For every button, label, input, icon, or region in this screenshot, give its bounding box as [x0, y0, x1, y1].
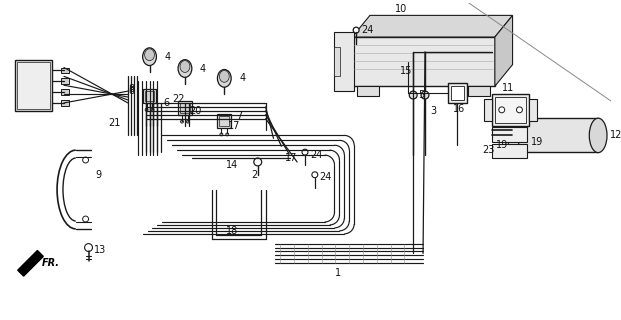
- Bar: [61, 68, 69, 73]
- Text: 16: 16: [453, 104, 465, 114]
- Circle shape: [151, 108, 154, 111]
- Bar: [448, 83, 468, 103]
- Bar: [143, 89, 156, 103]
- Bar: [505, 132, 515, 139]
- Circle shape: [186, 120, 189, 123]
- Circle shape: [220, 133, 223, 136]
- Circle shape: [502, 132, 510, 139]
- Text: 18: 18: [226, 226, 238, 236]
- Bar: [514, 118, 598, 152]
- Bar: [219, 116, 229, 125]
- Text: 15: 15: [401, 67, 413, 76]
- Bar: [495, 97, 527, 123]
- Bar: [145, 91, 155, 101]
- Bar: [492, 144, 527, 158]
- Circle shape: [499, 107, 505, 113]
- Ellipse shape: [507, 118, 519, 153]
- Ellipse shape: [589, 118, 607, 153]
- Ellipse shape: [178, 60, 192, 77]
- Circle shape: [226, 133, 229, 136]
- Bar: [217, 114, 231, 128]
- Circle shape: [83, 157, 89, 163]
- Text: 6: 6: [163, 98, 170, 108]
- Text: 2: 2: [251, 170, 257, 180]
- Text: 22: 22: [172, 94, 184, 104]
- Text: 21: 21: [108, 118, 120, 128]
- Text: 24: 24: [320, 172, 332, 182]
- Circle shape: [181, 120, 183, 123]
- Bar: [178, 101, 192, 115]
- Bar: [335, 32, 354, 91]
- Bar: [492, 94, 529, 125]
- Bar: [529, 99, 537, 121]
- Polygon shape: [18, 251, 43, 276]
- Circle shape: [145, 108, 148, 111]
- Text: 17: 17: [285, 153, 297, 163]
- Circle shape: [83, 216, 89, 222]
- Bar: [17, 62, 50, 109]
- Bar: [61, 78, 69, 84]
- Ellipse shape: [180, 60, 190, 72]
- Text: 14: 14: [226, 160, 238, 170]
- Text: 24: 24: [310, 150, 322, 160]
- Text: 3: 3: [430, 106, 436, 116]
- Text: 12: 12: [610, 131, 621, 140]
- Text: 24: 24: [361, 25, 373, 35]
- Polygon shape: [352, 15, 512, 37]
- Text: FR.: FR.: [42, 258, 60, 268]
- Text: 20: 20: [189, 106, 201, 116]
- Ellipse shape: [143, 48, 156, 66]
- Text: 4: 4: [239, 73, 245, 83]
- Text: 5: 5: [418, 90, 424, 100]
- Bar: [61, 100, 69, 106]
- Text: 10: 10: [396, 4, 407, 14]
- Text: 19: 19: [531, 137, 543, 147]
- Circle shape: [302, 149, 308, 155]
- Text: 23: 23: [482, 145, 494, 155]
- Bar: [180, 103, 190, 113]
- Text: 8: 8: [128, 86, 134, 96]
- Text: 4: 4: [200, 63, 206, 74]
- Bar: [468, 86, 490, 96]
- Text: 19: 19: [496, 140, 508, 150]
- Circle shape: [409, 91, 417, 99]
- Text: 9: 9: [96, 170, 102, 180]
- Bar: [451, 86, 465, 100]
- Text: 1: 1: [335, 268, 341, 278]
- Ellipse shape: [145, 49, 155, 60]
- Ellipse shape: [219, 70, 229, 82]
- Text: 8: 8: [128, 84, 134, 94]
- Ellipse shape: [217, 69, 231, 87]
- Circle shape: [254, 158, 261, 166]
- Circle shape: [353, 27, 359, 33]
- Bar: [335, 47, 340, 76]
- Bar: [352, 37, 495, 86]
- Text: 13: 13: [94, 244, 107, 254]
- Circle shape: [517, 107, 522, 113]
- Circle shape: [84, 244, 93, 252]
- Text: 17: 17: [229, 121, 240, 131]
- Text: 4: 4: [165, 52, 170, 62]
- Bar: [61, 89, 69, 95]
- Bar: [15, 60, 52, 111]
- Text: 7: 7: [236, 111, 242, 121]
- Bar: [357, 86, 379, 96]
- Circle shape: [312, 172, 318, 178]
- Text: 11: 11: [502, 83, 514, 93]
- Bar: [492, 126, 527, 142]
- Polygon shape: [495, 15, 512, 86]
- Circle shape: [421, 91, 429, 99]
- Bar: [484, 99, 492, 121]
